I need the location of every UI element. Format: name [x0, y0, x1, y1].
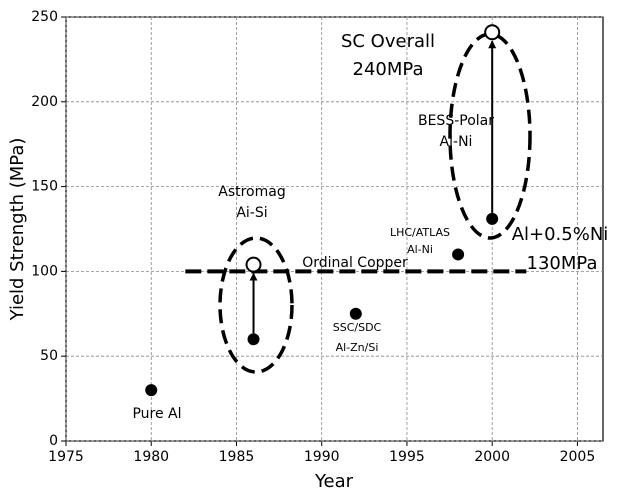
point: [349, 307, 362, 320]
point: [452, 248, 465, 261]
annotation: Al-Zn/Si: [336, 341, 379, 354]
annotation: 240MPa: [353, 59, 424, 80]
annotation: LHC/ATLAS: [390, 226, 450, 239]
x-tick-label: 2005: [560, 449, 596, 465]
y-tick-label: 100: [31, 263, 58, 279]
y-axis-label: Yield Strength (MPa): [7, 138, 28, 322]
x-tick-label: 1990: [304, 449, 340, 465]
point: [245, 256, 262, 273]
point: [484, 24, 501, 41]
y-tick-label: 0: [49, 433, 58, 449]
point: [247, 333, 260, 346]
point: [145, 384, 158, 397]
x-tick-label: 1985: [219, 449, 255, 465]
ellipse: [218, 236, 294, 374]
annotation: SSC/SDC: [333, 321, 382, 334]
x-tick-label: 1975: [48, 449, 84, 465]
x-tick-label: 1980: [133, 449, 169, 465]
annotation: Ai-Si: [236, 205, 267, 221]
y-tick-label: 250: [31, 9, 58, 25]
y-tick-label: 50: [40, 348, 58, 364]
ellipse: [448, 32, 532, 240]
y-tick-label: 200: [31, 94, 58, 110]
x-tick-label: 2000: [474, 449, 510, 465]
annotation: Pure Al: [132, 406, 181, 422]
x-axis-label: Year: [314, 471, 354, 492]
marks: [145, 24, 527, 397]
annotation: 130MPa: [527, 253, 598, 274]
annotation: Astromag: [218, 184, 285, 200]
point: [486, 212, 499, 225]
annotation: Al-Ni: [407, 243, 433, 256]
annotation: Al-Ni: [440, 134, 473, 150]
grid: 1975 1980 1985 1990 1995 2000 2005 0 50 100 150 200…: [31, 9, 603, 465]
annotation: SC Overall: [341, 31, 435, 52]
annotation: BESS-Polar: [418, 113, 494, 129]
x-tick-label: 1995: [389, 449, 425, 465]
annotation: Al+0.5%Ni: [512, 224, 609, 245]
annotation: Ordinal Copper: [302, 255, 408, 271]
y-tick-label: 150: [31, 179, 58, 195]
